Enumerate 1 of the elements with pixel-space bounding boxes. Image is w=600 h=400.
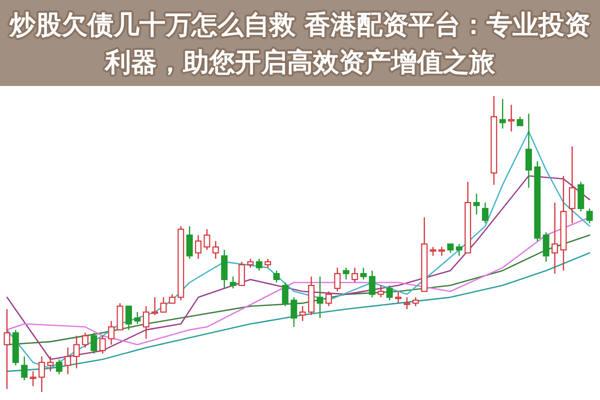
chart-title: 炒股欠债几十万怎么自救 香港配资平台：专业投资利器，助您开启高效资产增值之旅 xyxy=(8,10,591,78)
